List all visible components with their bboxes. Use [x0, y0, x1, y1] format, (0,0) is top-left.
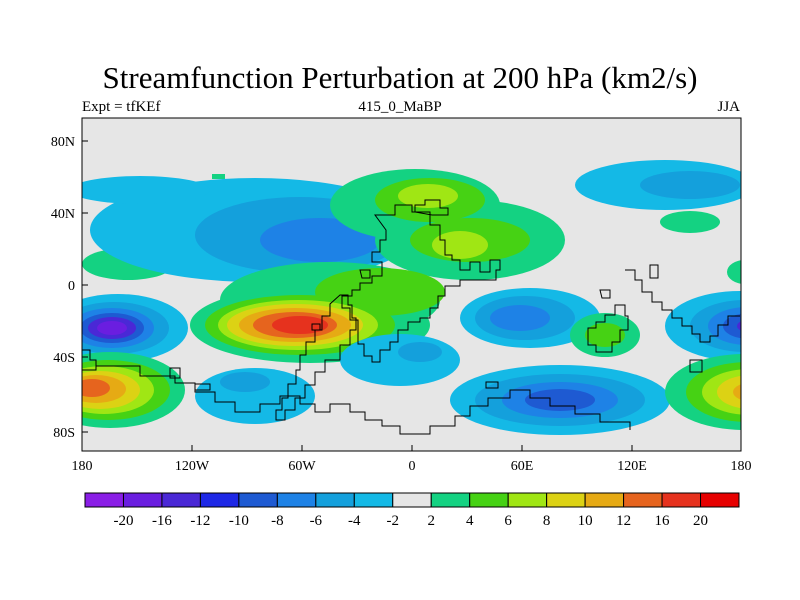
contour-neg	[398, 342, 442, 362]
experiment-label: Expt = tfKEf	[82, 99, 161, 115]
contour-pos	[398, 184, 458, 208]
y-tick-label: 0	[68, 279, 75, 294]
colorbar-label: 10	[578, 513, 593, 529]
x-tick-label: 180	[731, 459, 752, 474]
colorbar-label: 12	[616, 513, 631, 529]
colorbar-swatch	[199, 492, 240, 508]
colorbar-label: -10	[229, 513, 249, 529]
y-tick-label: 40N	[51, 207, 75, 222]
coastline-central-america	[359, 269, 371, 279]
colorbar-label: -8	[271, 513, 284, 529]
contour-neg	[525, 389, 595, 411]
contour-neg	[708, 307, 741, 345]
x-tick-label: 60W	[288, 459, 316, 474]
colorbar-swatch	[238, 492, 278, 508]
colorbar-label: 4	[466, 513, 474, 529]
contour-pos	[702, 369, 741, 415]
x-tick-label: 120E	[617, 459, 647, 474]
colorbar-label: -2	[387, 513, 400, 529]
colorbar-swatch	[546, 492, 586, 508]
colorbar-label: 16	[655, 513, 671, 529]
x-tick-label: 60E	[511, 459, 534, 474]
coastline-greenland	[414, 199, 449, 216]
contour-neg	[490, 305, 550, 331]
tick-marks	[81, 140, 742, 451]
contour-pos	[432, 231, 488, 259]
contour-neg	[260, 218, 380, 262]
contour-pos	[585, 323, 625, 347]
contour-pos	[212, 174, 225, 179]
coastline-sa-tip	[169, 367, 181, 379]
colorbar-label: 2	[427, 513, 435, 529]
colorbar-swatch	[315, 492, 355, 508]
colorbar-label: -20	[113, 513, 133, 529]
contour-neg	[723, 313, 741, 339]
coastline-australia	[587, 304, 629, 353]
colorbar-swatch	[84, 492, 124, 508]
contour-pos	[82, 379, 110, 397]
colorbar-label: -12	[190, 513, 210, 529]
colorbar-swatch	[700, 492, 740, 508]
coastline-indonesia	[599, 289, 611, 299]
contour-neg	[690, 300, 741, 352]
contour-pos	[660, 211, 720, 233]
y-tick-label: 80N	[51, 135, 75, 150]
coastline-island-3	[311, 323, 321, 331]
coastline-africa	[341, 204, 501, 363]
coastline-nz	[689, 359, 703, 373]
contour-neg	[82, 176, 210, 204]
coastline-island-2	[485, 381, 499, 389]
contour-neg	[737, 321, 741, 331]
contour-pos	[717, 375, 741, 409]
season-label: JJA	[717, 99, 740, 115]
contour-neg	[97, 321, 127, 335]
colorbar-swatch	[430, 492, 471, 508]
y-tick-label: 80S	[53, 426, 75, 441]
x-tick-label: 180	[72, 459, 93, 474]
colorbar-swatch	[161, 492, 201, 508]
coastline-japan	[649, 264, 659, 279]
coastline-antarctica	[96, 365, 631, 435]
colorbar-label: 6	[504, 513, 512, 529]
colorbar-label: 8	[543, 513, 551, 529]
contour-pos	[733, 384, 741, 400]
colorbar-swatch	[469, 492, 509, 508]
coastline-south-america	[275, 294, 357, 421]
coastline-antarctica-left	[82, 349, 97, 371]
colorbar-swatch	[584, 492, 625, 508]
colorbar-label: 20	[693, 513, 708, 529]
colorbar-label: -4	[348, 513, 361, 529]
x-tick-label: 0	[409, 459, 416, 474]
map-title: Streamfunction Perturbation at 200 hPa (…	[102, 60, 698, 95]
colorbar-swatch	[392, 492, 432, 508]
contour-neg	[640, 171, 740, 199]
coastlines	[82, 199, 740, 435]
colorbar-label: -6	[310, 513, 323, 529]
colorbar-swatch	[661, 492, 702, 508]
contour-neg	[220, 372, 270, 392]
colorbar-label: -16	[152, 513, 172, 529]
colorbar-swatch	[276, 492, 317, 508]
colorbar-swatch	[507, 492, 548, 508]
colorbar-swatch	[623, 492, 663, 508]
coastline-asia	[625, 269, 740, 343]
contour-pos	[727, 260, 741, 284]
run-label: 415_0_MaBP	[358, 99, 442, 115]
colorbar-swatch	[122, 492, 163, 508]
colorbar: -20 -16 -12 -10 -8 -6 -4 -2 2 4 6 8 10 12 16 20	[84, 492, 740, 529]
colorbar-swatch	[353, 492, 394, 508]
y-tick-label: 40S	[53, 351, 75, 366]
coastline-island-1	[194, 383, 211, 391]
x-tick-label: 120W	[175, 459, 210, 474]
